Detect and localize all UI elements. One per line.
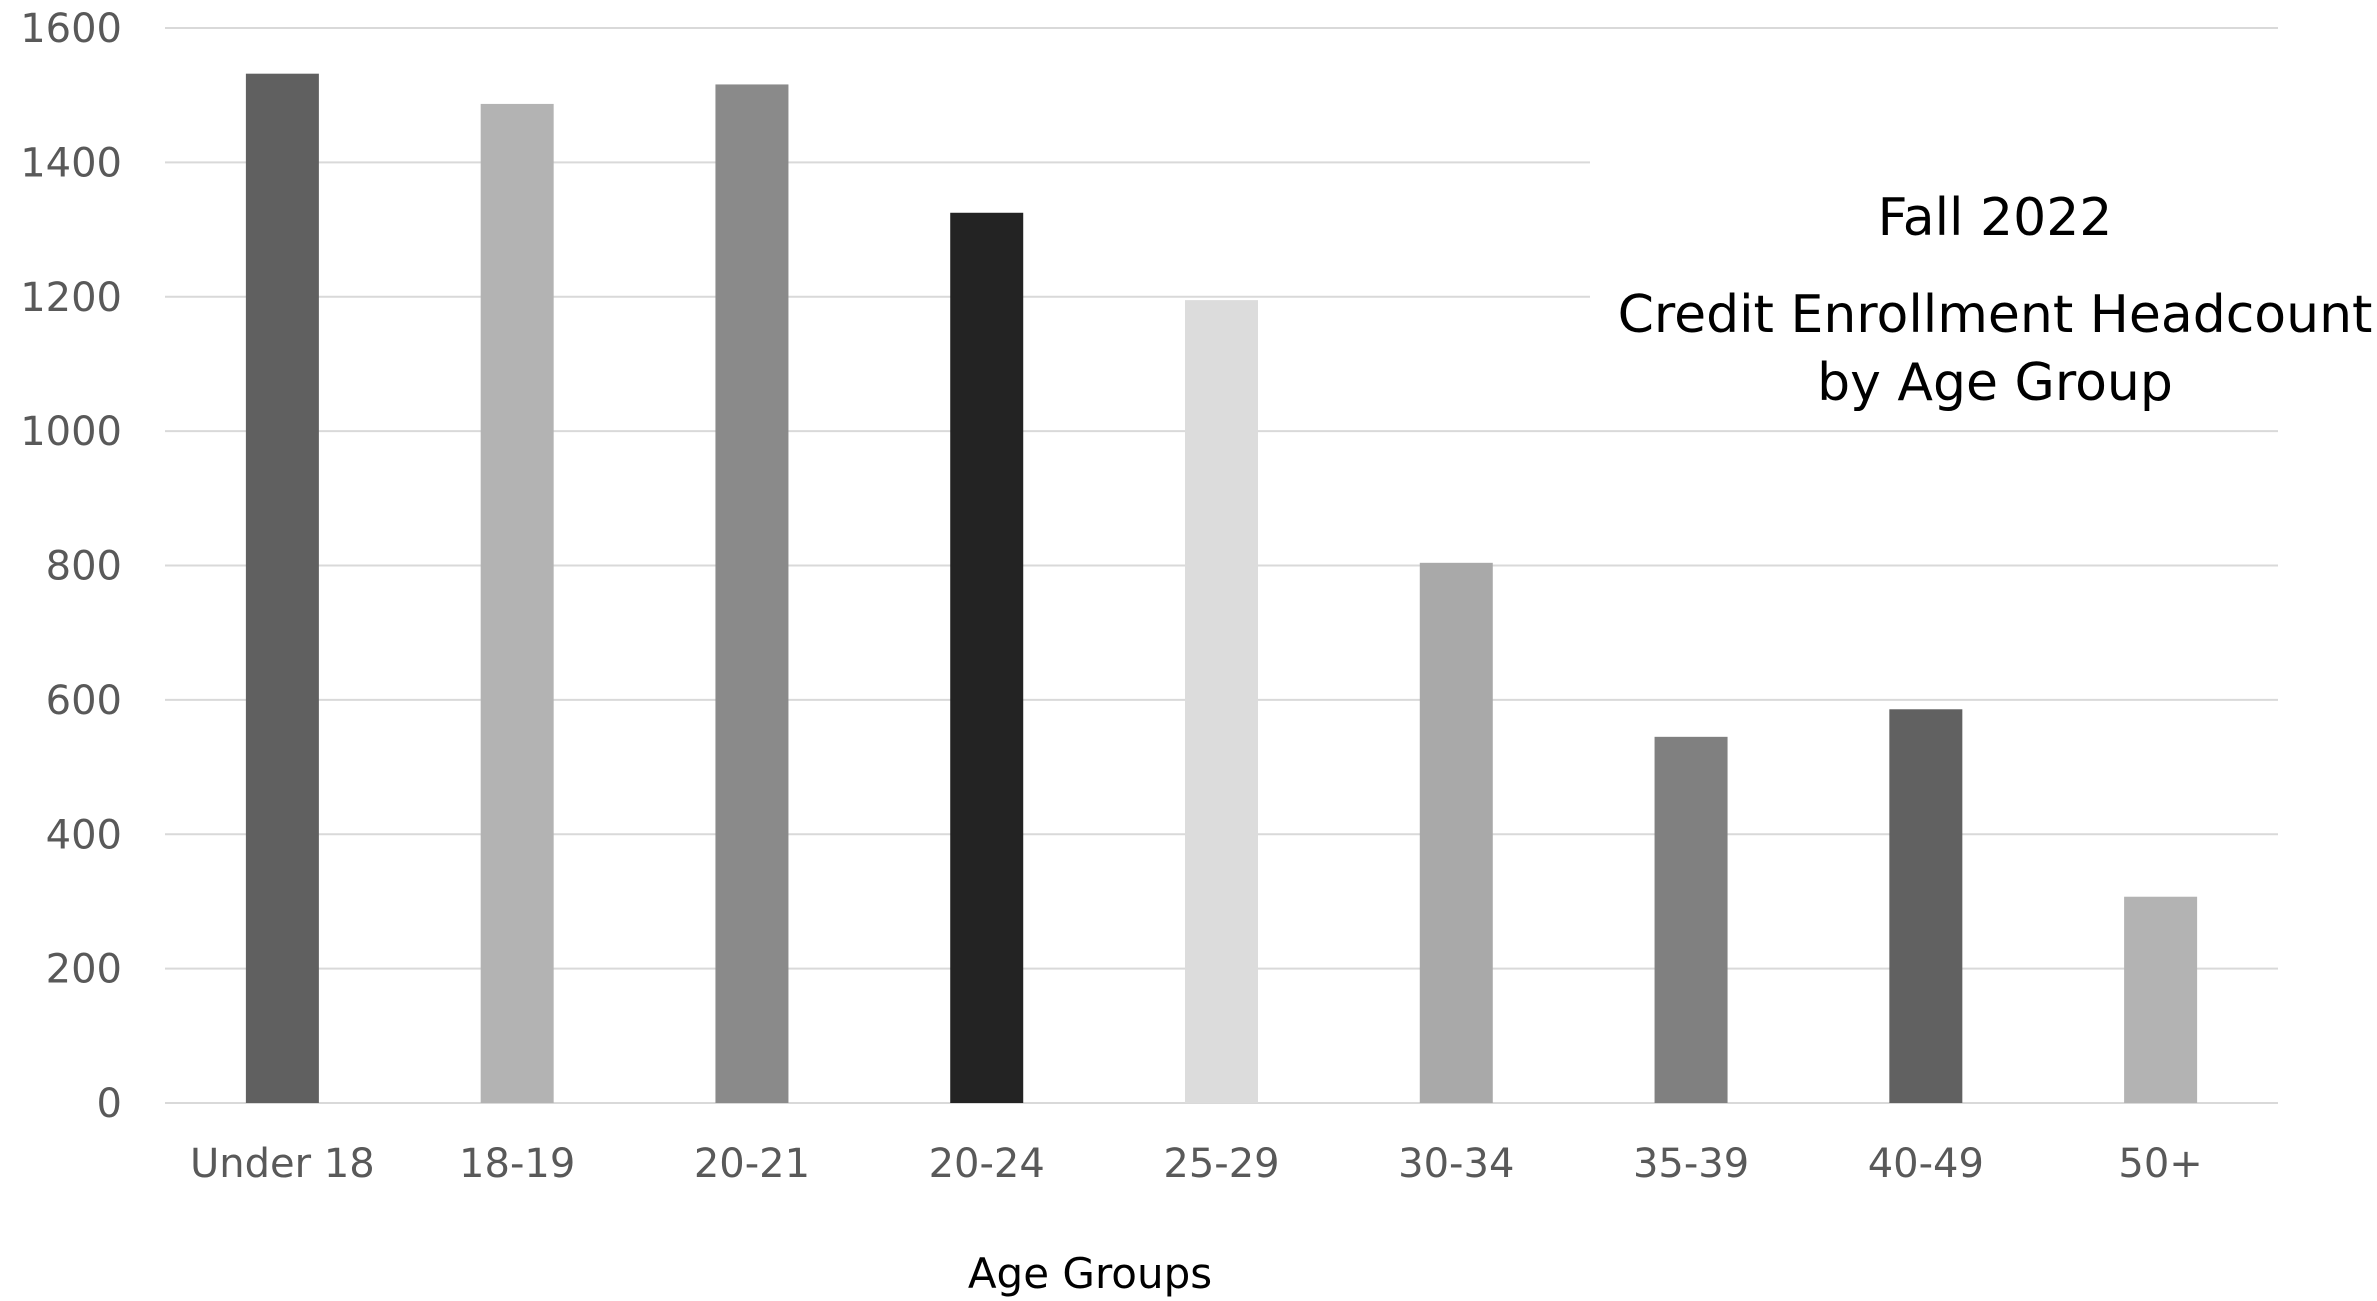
bar-under-18 bbox=[245, 73, 319, 1103]
title-backdrop bbox=[1590, 160, 2377, 410]
chart-title-line-2: Credit Enrollment Headcount bbox=[1618, 285, 2373, 345]
x-tick-label-35-39: 35-39 bbox=[1633, 1141, 1749, 1187]
bar-18-19 bbox=[480, 103, 554, 1103]
x-tick-label-30-34: 30-34 bbox=[1398, 1141, 1514, 1187]
x-tick-label-25-29: 25-29 bbox=[1163, 1141, 1279, 1187]
bar-20-21 bbox=[715, 84, 789, 1103]
x-tick-label-under-18: Under 18 bbox=[190, 1141, 375, 1187]
y-tick-label-0: 0 bbox=[97, 1081, 122, 1127]
y-tick-label-800: 800 bbox=[46, 544, 122, 590]
bar-50- bbox=[2124, 896, 2198, 1103]
chart-title-line-3: by Age Group bbox=[1817, 353, 2173, 413]
chart-title-line-1: Fall 2022 bbox=[1878, 188, 2113, 248]
bar-35-39 bbox=[1654, 736, 1728, 1103]
x-tick-label-20-21: 20-21 bbox=[694, 1141, 810, 1187]
y-tick-label-1000: 1000 bbox=[20, 409, 122, 455]
x-tick-label-40-49: 40-49 bbox=[1868, 1141, 1984, 1187]
x-tick-label-20-24: 20-24 bbox=[929, 1141, 1045, 1187]
y-tick-label-1400: 1400 bbox=[20, 140, 122, 186]
bars bbox=[245, 73, 2198, 1103]
y-tick-label-600: 600 bbox=[46, 678, 122, 724]
bar-25-29 bbox=[1185, 300, 1258, 1103]
bar-20-24 bbox=[950, 212, 1024, 1103]
x-axis-title: Age Groups bbox=[968, 1249, 1212, 1298]
y-tick-label-400: 400 bbox=[46, 812, 122, 858]
y-axis-ticks: 0 200 400 600 800 1000 1200 1400 1600 bbox=[20, 6, 122, 1127]
y-tick-label-200: 200 bbox=[46, 947, 122, 993]
y-tick-label-1200: 1200 bbox=[20, 275, 122, 321]
bar-40-49 bbox=[1889, 709, 1963, 1103]
y-tick-label-1600: 1600 bbox=[20, 6, 122, 52]
x-axis-ticks: Under 18 18-19 20-21 20-24 25-29 30-34 35-39 40… bbox=[190, 1141, 2203, 1187]
x-tick-label-50-: 50+ bbox=[2118, 1141, 2202, 1187]
bar-30-34 bbox=[1419, 562, 1493, 1103]
x-tick-label-18-19: 18-19 bbox=[459, 1141, 575, 1187]
